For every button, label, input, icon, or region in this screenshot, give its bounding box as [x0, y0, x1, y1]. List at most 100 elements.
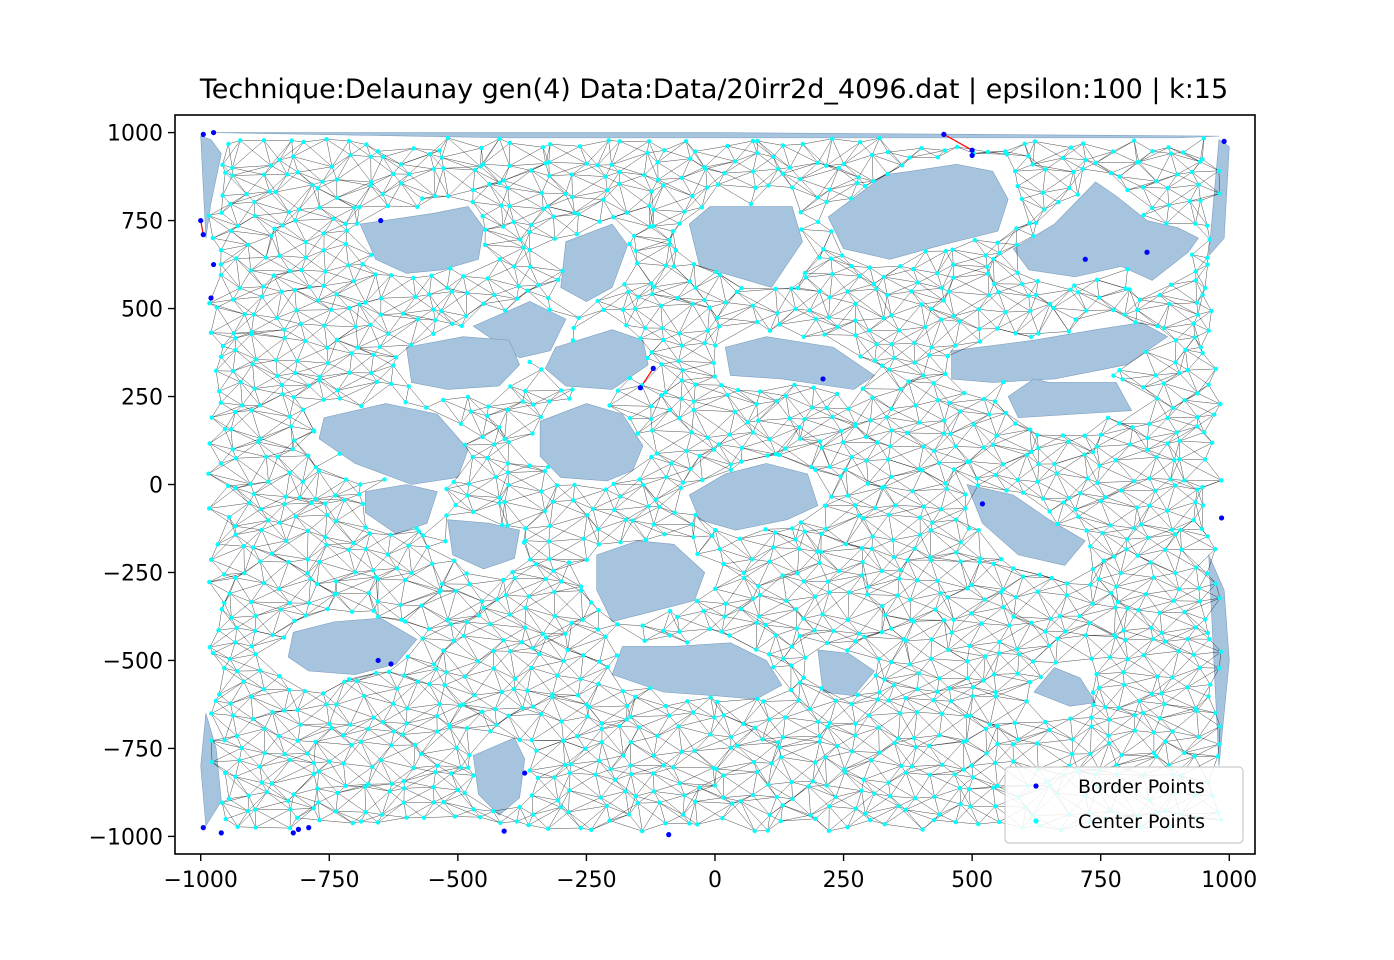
- center-point: [571, 498, 576, 503]
- center-point: [664, 475, 669, 480]
- center-point: [912, 340, 917, 346]
- center-point: [352, 205, 357, 210]
- center-point: [1012, 720, 1017, 726]
- center-point: [287, 414, 292, 419]
- center-point: [821, 247, 826, 252]
- x-tick-label: −750: [299, 868, 359, 893]
- center-point: [830, 271, 835, 277]
- center-point: [420, 533, 425, 538]
- center-point: [394, 355, 399, 360]
- center-point: [960, 739, 966, 744]
- center-point: [258, 668, 263, 673]
- center-point: [1151, 730, 1157, 735]
- center-point: [761, 699, 766, 704]
- center-point: [787, 416, 792, 421]
- center-point: [996, 651, 1002, 656]
- center-point: [870, 534, 875, 539]
- center-point: [287, 600, 292, 606]
- center-point: [750, 430, 756, 435]
- center-point: [1172, 457, 1177, 463]
- center-point: [514, 819, 519, 824]
- center-point: [605, 188, 610, 193]
- center-point: [357, 302, 362, 307]
- center-point: [1001, 604, 1006, 610]
- center-point: [493, 474, 499, 480]
- center-point: [663, 821, 668, 826]
- center-point: [871, 281, 877, 287]
- center-point: [599, 721, 605, 726]
- center-point: [1123, 637, 1128, 643]
- center-point: [408, 342, 414, 348]
- center-point: [951, 262, 956, 267]
- center-point: [767, 812, 772, 818]
- center-point: [688, 156, 693, 161]
- center-point: [444, 513, 449, 518]
- center-point: [690, 522, 695, 527]
- center-point: [465, 493, 470, 498]
- center-point: [772, 530, 778, 535]
- center-point: [1127, 287, 1132, 292]
- border-point: [200, 131, 206, 137]
- center-point: [222, 600, 227, 606]
- center-point: [797, 425, 802, 430]
- center-point: [647, 203, 652, 209]
- center-point: [1031, 233, 1036, 239]
- center-point: [550, 692, 555, 697]
- center-point: [904, 638, 909, 643]
- center-point: [295, 738, 301, 743]
- center-point: [505, 523, 510, 528]
- center-point: [750, 792, 755, 798]
- center-point: [546, 826, 551, 831]
- center-point: [222, 666, 227, 671]
- center-point: [1172, 483, 1178, 488]
- center-point: [317, 818, 322, 823]
- center-point: [291, 395, 297, 400]
- y-tick-label: −250: [103, 561, 163, 586]
- center-point: [527, 359, 532, 365]
- center-point: [993, 804, 998, 809]
- center-point: [1001, 379, 1006, 385]
- center-point: [482, 242, 488, 247]
- center-point: [478, 815, 483, 820]
- center-point: [288, 807, 293, 812]
- center-point: [547, 173, 552, 178]
- center-point: [505, 461, 511, 466]
- center-point: [359, 403, 364, 409]
- hole-region: [560, 223, 628, 302]
- center-point: [346, 677, 352, 682]
- center-point: [824, 199, 829, 205]
- center-point: [843, 467, 848, 472]
- center-point: [1088, 751, 1093, 756]
- center-point: [845, 617, 851, 622]
- center-point: [603, 487, 609, 492]
- center-point: [1170, 675, 1175, 680]
- center-point: [597, 219, 602, 224]
- center-point: [206, 213, 211, 218]
- center-point: [369, 252, 374, 258]
- center-point: [262, 750, 267, 756]
- center-point: [604, 803, 609, 809]
- center-point: [1071, 169, 1076, 175]
- center-point: [682, 209, 687, 214]
- center-point: [876, 725, 881, 730]
- center-point: [817, 560, 822, 565]
- center-point: [896, 736, 901, 741]
- center-point: [464, 726, 469, 731]
- center-point: [567, 770, 573, 776]
- center-point: [715, 315, 720, 320]
- center-point: [866, 713, 871, 718]
- center-point: [685, 699, 690, 704]
- center-point: [406, 543, 411, 548]
- center-point: [695, 551, 700, 557]
- center-point: [721, 795, 726, 800]
- center-point: [787, 165, 793, 170]
- center-point: [741, 570, 747, 575]
- center-point: [655, 177, 661, 182]
- center-point: [316, 769, 321, 774]
- center-point: [527, 463, 532, 468]
- hole-region: [596, 540, 706, 623]
- center-point: [712, 715, 717, 720]
- center-point: [1216, 742, 1222, 747]
- center-point: [661, 763, 666, 768]
- center-point: [295, 707, 300, 713]
